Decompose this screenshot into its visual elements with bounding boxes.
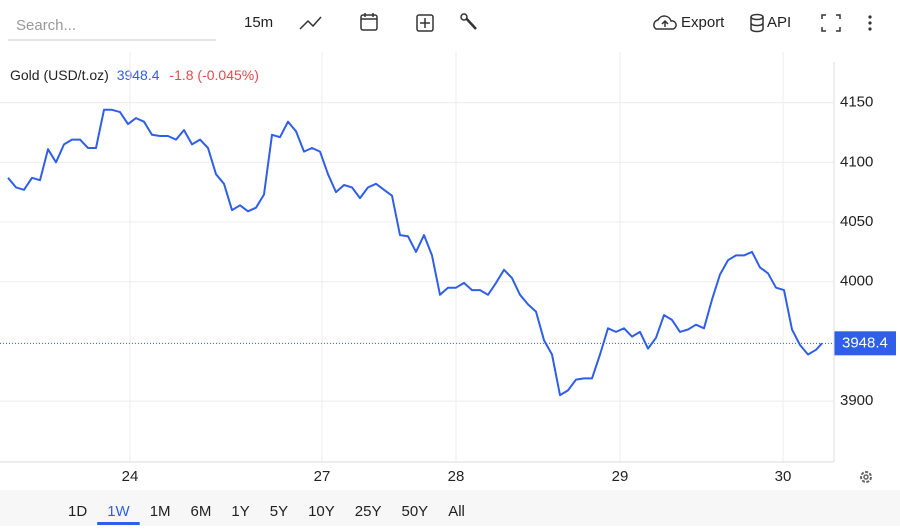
search-placeholder: Search... bbox=[16, 17, 76, 34]
more-menu-icon[interactable] bbox=[868, 15, 872, 31]
interval-button[interactable]: 15m bbox=[244, 14, 273, 31]
last-price-label: 3948.4 bbox=[842, 334, 888, 351]
y-tick-label: 4050 bbox=[840, 213, 873, 230]
search-box[interactable] bbox=[8, 8, 216, 40]
range-button[interactable]: All bbox=[448, 503, 465, 520]
range-button[interactable]: 6M bbox=[191, 503, 212, 520]
settings-wrench-icon[interactable] bbox=[460, 13, 477, 30]
export-button[interactable]: Export bbox=[653, 14, 725, 31]
api-label: API bbox=[767, 14, 791, 31]
x-tick-label: 29 bbox=[612, 468, 629, 485]
add-indicator-icon[interactable] bbox=[416, 14, 434, 32]
range-bar bbox=[0, 490, 900, 526]
range-selected-underline bbox=[97, 522, 140, 525]
range-button[interactable]: 50Y bbox=[402, 503, 429, 520]
y-tick-label: 3900 bbox=[840, 392, 873, 409]
toolbar: Search... 15m Export API bbox=[8, 8, 872, 41]
x-tick-label: 30 bbox=[775, 468, 792, 485]
x-tick-label: 28 bbox=[448, 468, 465, 485]
x-tick-label: 24 bbox=[122, 468, 139, 485]
last-price-box bbox=[834, 331, 896, 356]
axis-settings-icon[interactable] bbox=[860, 471, 872, 483]
series-name: Gold (USD/t.oz) bbox=[10, 67, 109, 83]
api-button[interactable]: API bbox=[750, 13, 791, 33]
y-tick-label: 4000 bbox=[840, 273, 873, 290]
last-price: 3948.4 bbox=[117, 67, 160, 83]
y-tick-label: 4100 bbox=[840, 153, 873, 170]
fullscreen-icon[interactable] bbox=[821, 14, 841, 32]
calendar-icon[interactable] bbox=[360, 13, 378, 31]
range-button[interactable]: 1W bbox=[107, 503, 130, 520]
chart-type-icon[interactable] bbox=[299, 16, 322, 30]
plot-area: 3900 4000 4050 4100 4150 24 27 28 29 30 3948.4 bbox=[0, 52, 896, 485]
range-button[interactable]: 25Y bbox=[355, 503, 382, 520]
range-button[interactable]: 1Y bbox=[231, 503, 249, 520]
range-button[interactable]: 5Y bbox=[270, 503, 288, 520]
chart-header: Gold (USD/t.oz) 3948.4 -1.8 (-0.045%) bbox=[10, 67, 259, 83]
price-line bbox=[7, 108, 823, 397]
x-tick-label: 27 bbox=[314, 468, 331, 485]
price-change: -1.8 (-0.045%) bbox=[169, 67, 258, 83]
range-button[interactable]: 10Y bbox=[308, 503, 335, 520]
range-buttons: 1D 1W 1M 6M 1Y 5Y 10Y 25Y 50Y All bbox=[68, 503, 465, 525]
export-label: Export bbox=[681, 14, 725, 31]
y-tick-label: 4150 bbox=[840, 94, 873, 111]
range-button[interactable]: 1D bbox=[68, 503, 87, 520]
range-button[interactable]: 1M bbox=[150, 503, 171, 520]
